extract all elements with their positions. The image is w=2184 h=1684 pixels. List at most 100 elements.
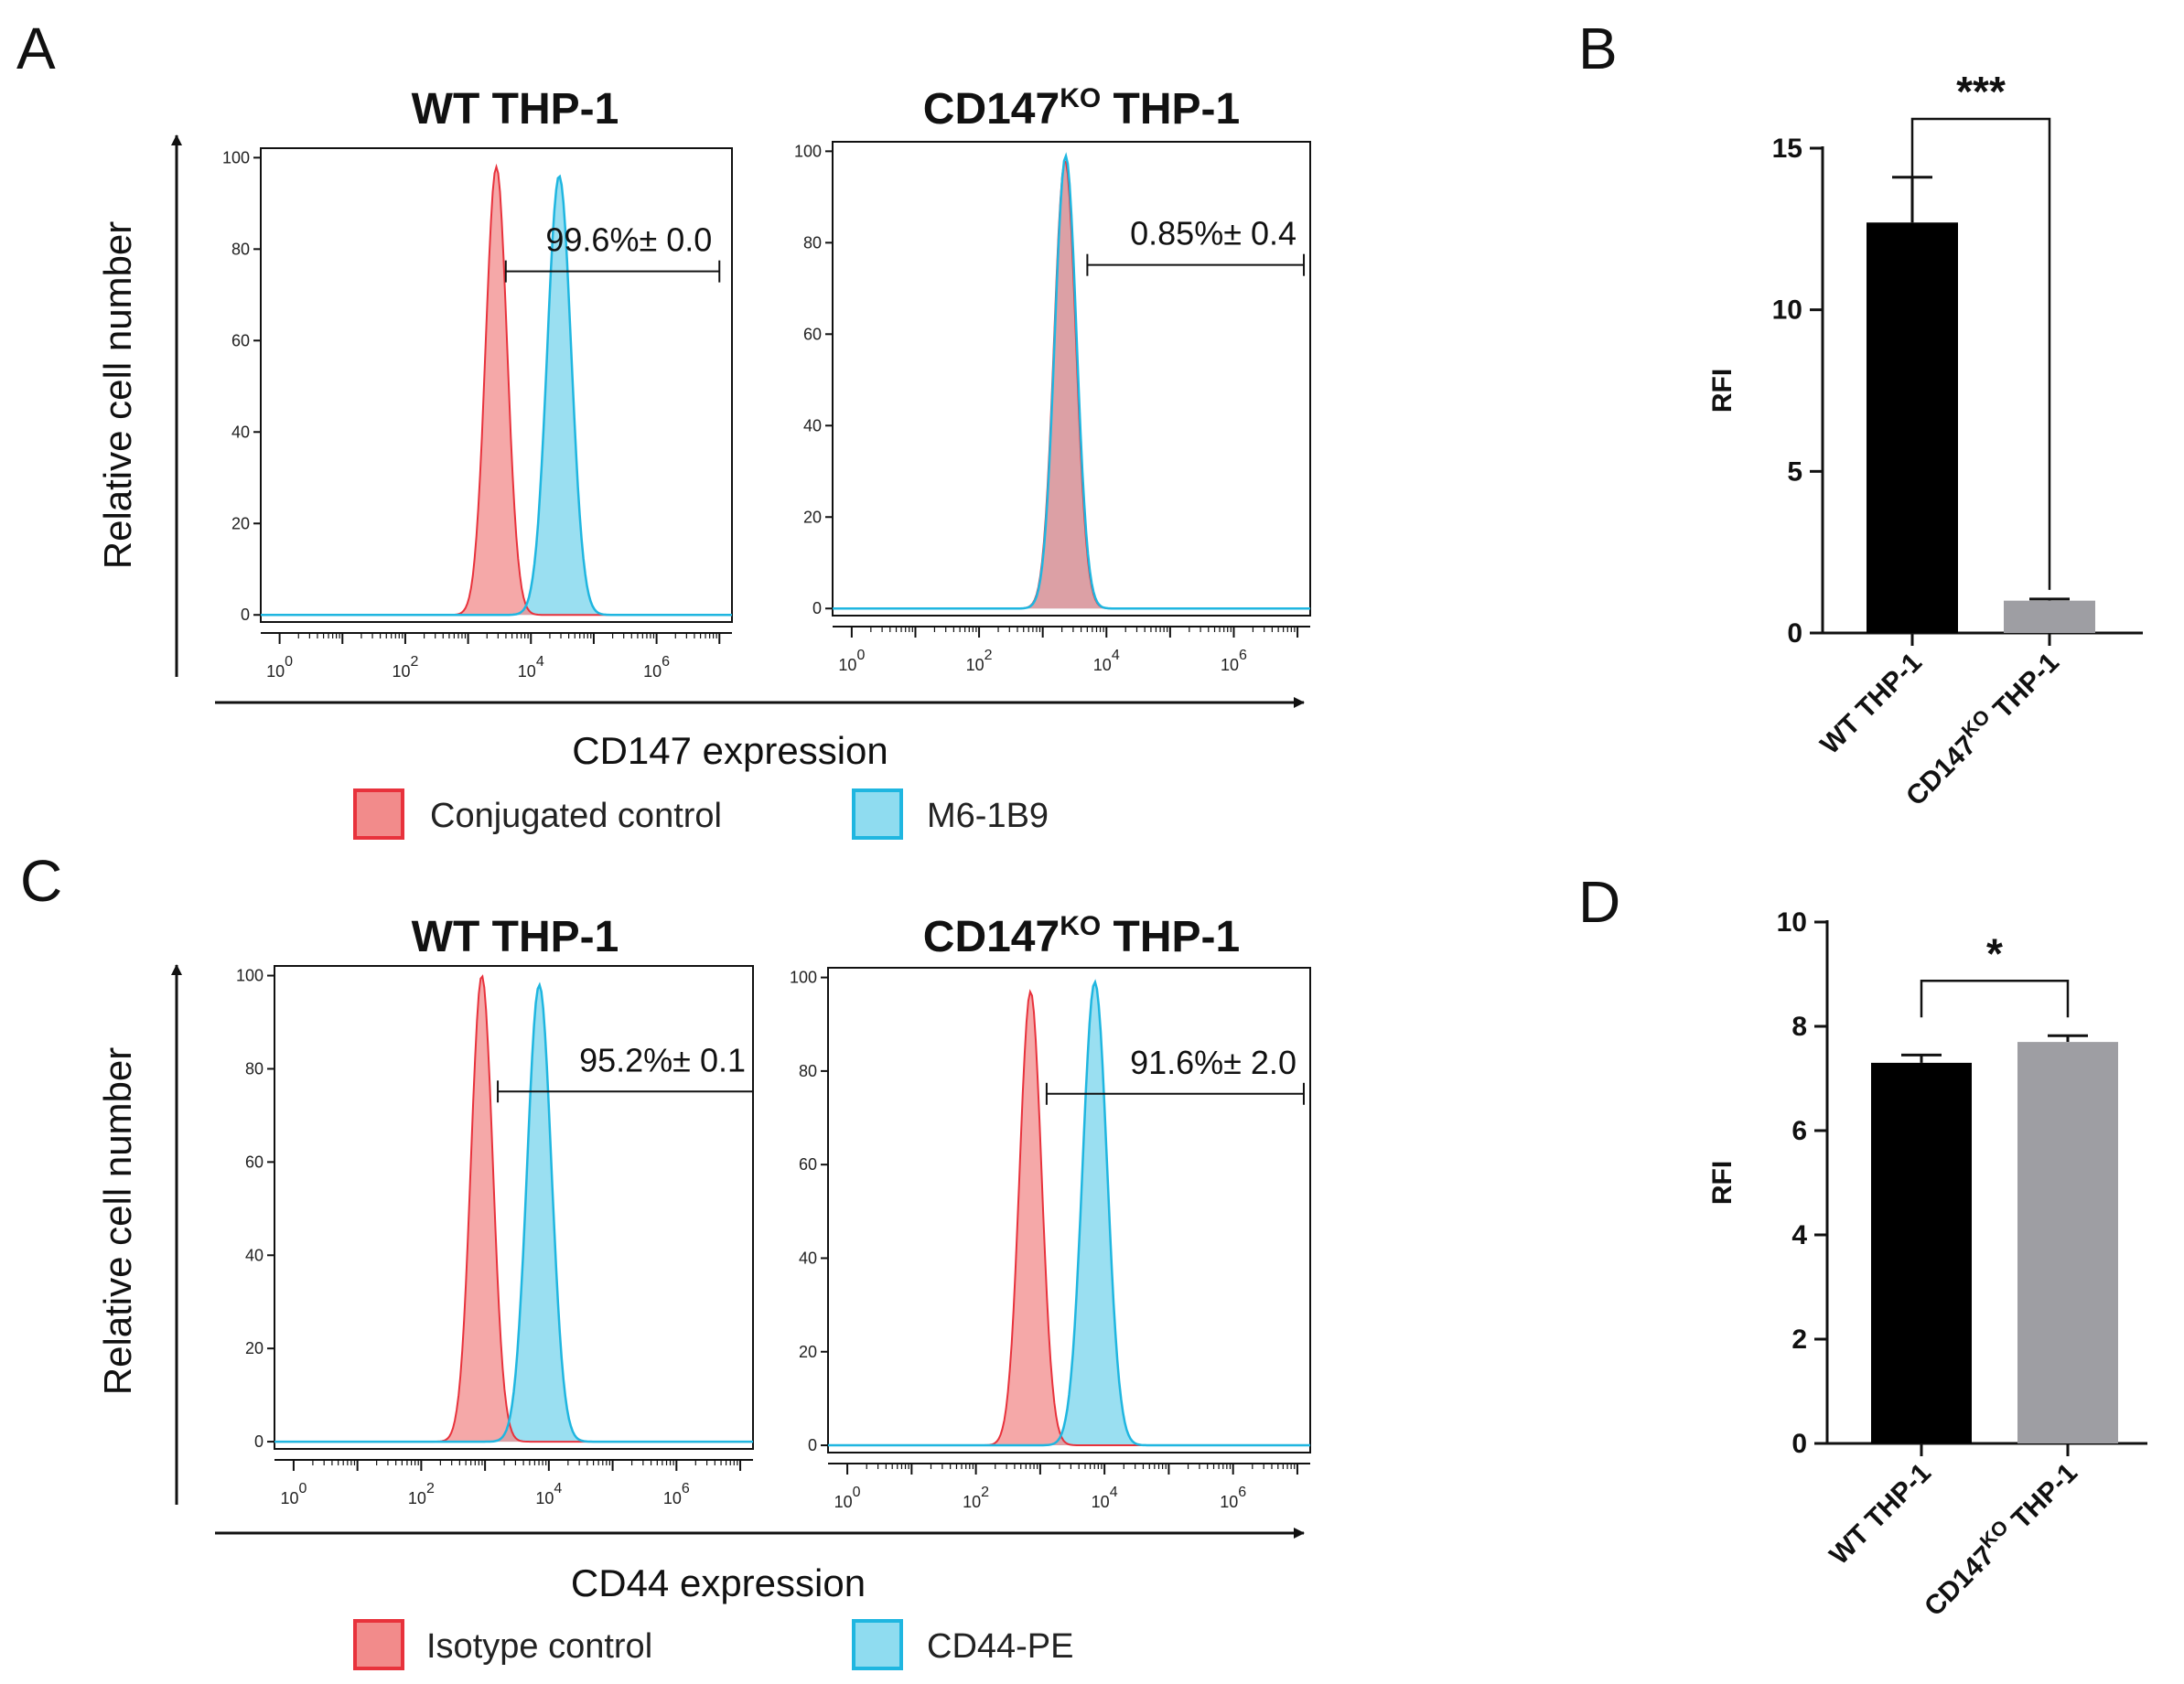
- y-tick-label: 80: [799, 1062, 817, 1080]
- y-tick-label: 0: [254, 1432, 264, 1451]
- histogram-fill-conjugated-control: [833, 161, 1310, 609]
- y-tick-label: 2: [1791, 1325, 1807, 1355]
- y-tick-label: 4: [1791, 1220, 1807, 1250]
- y-tick-label: 80: [245, 1059, 264, 1078]
- y-tick-label: 80: [803, 233, 822, 252]
- legend-label-isotype-control: Isotype control: [426, 1627, 652, 1666]
- legend-swatch-isotype-control: [353, 1619, 404, 1670]
- y-tick-label: 60: [231, 331, 250, 349]
- plot-frame: [827, 967, 1311, 1453]
- y-tick-label: 0: [1787, 618, 1802, 649]
- gate-percentage-label: 0.85%± 0.4: [1130, 215, 1296, 252]
- y-tick-label: 100: [222, 148, 250, 166]
- significance-bracket: [1910, 117, 2051, 590]
- bar-cd147ko-thp-1: [2017, 1042, 2118, 1443]
- histogram-a-ko: 0 20 40 60 80 100 100 102 104 106 0.85%± 0.4: [794, 141, 1311, 674]
- legend-label-conjugated-control: Conjugated control: [430, 797, 722, 835]
- legend-label-m6-1b9: M6-1B9: [927, 797, 1049, 835]
- bar-wt-thp-1: [1871, 1062, 1972, 1443]
- gate-percentage-label: 99.6%± 0.0: [545, 221, 712, 259]
- gate-percentage-label: 95.2%± 0.1: [579, 1041, 746, 1078]
- histogram-line-m6-1b9: [261, 174, 732, 617]
- plot-title-c-ko: CD147KO THP-1: [923, 911, 1240, 961]
- y-tick-label: 15: [1772, 134, 1802, 164]
- x-tick-label: 102: [408, 1481, 435, 1507]
- significance-marker: ***: [1956, 68, 2006, 115]
- bar-wt-thp-1: [1867, 222, 1958, 633]
- x-tick-label: 104: [535, 1481, 562, 1507]
- y-tick-label: 20: [245, 1339, 264, 1357]
- plot-frame: [260, 147, 733, 623]
- plot-title-a-ko: CD147KO THP-1: [923, 83, 1240, 134]
- x-axis-label-a: CD147 expression: [572, 729, 888, 772]
- x-category-label: WT THP-1: [1814, 648, 1928, 761]
- x-tick-label: 100: [834, 1485, 861, 1511]
- y-tick-label: 10: [1777, 907, 1807, 938]
- x-tick-label: 100: [838, 648, 865, 674]
- y-tick-label: 10: [1772, 295, 1802, 326]
- y-axis-label-a: Relative cell number: [96, 221, 139, 570]
- x-tick-label: 102: [963, 1485, 989, 1511]
- y-tick-label: 40: [803, 416, 822, 434]
- x-tick-label: 102: [392, 654, 418, 681]
- x-category-label: CD147KO THP-1: [1915, 1453, 2083, 1622]
- y-tick-label: 60: [799, 1155, 817, 1174]
- histogram-a-wt: 0 20 40 60 80 100 100 102 104 106 99.6%± 0.0: [222, 147, 733, 681]
- histogram-c-ko: 0 20 40 60 80 100 100 102 104 106 91.6%± 2.0: [790, 967, 1311, 1511]
- x-tick-label: 106: [643, 654, 670, 681]
- x-tick-label: 104: [1093, 648, 1120, 674]
- histogram-line-cd44-pe: [828, 979, 1310, 1447]
- x-tick-label: 102: [966, 648, 993, 674]
- y-axis-label-c: Relative cell number: [96, 1047, 139, 1396]
- y-tick-label: 40: [799, 1249, 817, 1267]
- legend-swatch-m6-1b9: [852, 788, 903, 840]
- y-tick-label: 100: [794, 142, 822, 160]
- y-tick-label: 60: [803, 325, 822, 343]
- y-tick-label: 20: [803, 508, 822, 526]
- legend-swatch-conjugated-control: [353, 788, 404, 840]
- plot-title-c-wt: WT THP-1: [412, 913, 619, 961]
- x-axis-label-c: CD44 expression: [571, 1561, 866, 1604]
- y-tick-label: 0: [1791, 1429, 1807, 1459]
- x-tick-label: 100: [266, 654, 293, 681]
- y-tick-label: 20: [231, 514, 250, 532]
- legend-label-cd44-pe: CD44-PE: [927, 1627, 1074, 1666]
- plot-title-a-wt: WT THP-1: [412, 85, 619, 134]
- y-tick-label: 60: [245, 1153, 264, 1171]
- histogram-line-cd44-pe: [274, 981, 753, 1443]
- significance-marker: *: [1986, 929, 2003, 977]
- histogram-line-m6-1b9: [833, 152, 1310, 610]
- y-tick-label: 8: [1791, 1012, 1807, 1042]
- x-tick-label: 106: [1220, 1485, 1246, 1511]
- y-tick-label: 0: [808, 1436, 817, 1454]
- x-tick-label: 100: [280, 1481, 307, 1507]
- y-tick-label: 80: [231, 240, 250, 258]
- x-tick-label: 104: [1092, 1485, 1118, 1511]
- y-tick-label: 0: [241, 606, 250, 624]
- legend-swatch-cd44-pe: [852, 1619, 903, 1670]
- y-tick-label: 0: [812, 599, 822, 617]
- panel-letter-d: D: [1578, 869, 1620, 935]
- x-tick-label: 106: [1221, 648, 1247, 674]
- y-tick-label: 100: [236, 967, 264, 985]
- bar-cd147ko-thp-1: [2004, 600, 2095, 633]
- x-category-label: WT THP-1: [1824, 1458, 1937, 1571]
- y-axis-label: RFI: [1707, 1161, 1738, 1205]
- y-tick-label: 40: [245, 1246, 264, 1264]
- y-tick-label: 6: [1791, 1116, 1807, 1146]
- y-axis-label: RFI: [1707, 369, 1738, 413]
- panel-letter-a: A: [16, 16, 56, 81]
- histogram-fill-conjugated-control: [261, 166, 732, 616]
- significance-bracket: [1920, 980, 2070, 1018]
- y-tick-label: 5: [1787, 456, 1802, 487]
- y-tick-label: 20: [799, 1343, 817, 1361]
- panel-letter-c: C: [20, 848, 62, 914]
- histogram-c-wt: 0 20 40 60 80 100 100 102 104 106 95.2%± 0.1: [236, 965, 754, 1507]
- x-tick-label: 106: [663, 1481, 690, 1507]
- plot-frame: [832, 141, 1311, 617]
- panel-letter-b: B: [1578, 16, 1618, 81]
- y-tick-label: 40: [231, 423, 250, 441]
